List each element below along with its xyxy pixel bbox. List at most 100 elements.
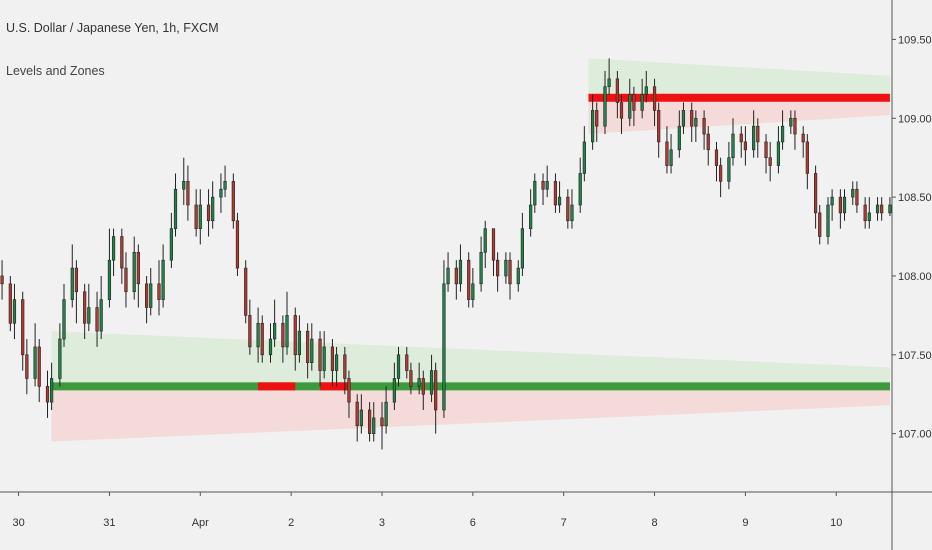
candle-body xyxy=(256,322,260,348)
x-tick-label: 10 xyxy=(830,517,842,529)
candle-body xyxy=(281,322,285,348)
candle-body xyxy=(628,94,632,119)
candle-body xyxy=(644,86,648,95)
indicator-label: Levels and Zones xyxy=(6,64,105,78)
candle-body xyxy=(58,338,62,379)
candle-body xyxy=(533,181,537,206)
candle-body xyxy=(615,78,619,103)
candle-body xyxy=(888,204,892,214)
candle-body xyxy=(619,102,624,119)
x-axis-panel xyxy=(0,492,932,550)
candle-body xyxy=(814,173,818,214)
candle-body xyxy=(260,322,264,356)
candle-body xyxy=(706,133,710,151)
candle-body xyxy=(801,133,805,143)
candle-body xyxy=(504,259,508,277)
x-tick-label: 31 xyxy=(103,517,115,529)
candle-body xyxy=(508,259,512,285)
candle-body xyxy=(405,354,409,371)
candle-body xyxy=(805,141,809,174)
x-tick-label: 30 xyxy=(12,517,24,529)
candle-body xyxy=(273,322,277,340)
candle-body xyxy=(355,401,359,427)
candle-body xyxy=(62,299,66,340)
candle-body xyxy=(136,252,140,285)
candle-body xyxy=(45,386,50,403)
candle-body xyxy=(442,283,446,411)
candle-body xyxy=(516,267,520,285)
candle-body xyxy=(863,204,867,222)
candle-body xyxy=(248,315,252,348)
y-axis-panel xyxy=(892,0,932,550)
candle-body xyxy=(467,259,471,300)
candle-body xyxy=(818,212,822,237)
candle-body xyxy=(830,196,834,206)
candle-body xyxy=(780,125,785,143)
candle-body xyxy=(826,204,830,237)
candle-body xyxy=(417,378,421,387)
candle-body xyxy=(838,196,842,214)
zone-red-1 xyxy=(51,386,890,442)
candle-body xyxy=(21,299,25,356)
y-tick-label: 108.000 xyxy=(898,271,932,283)
candle-body xyxy=(198,204,202,229)
candle-body xyxy=(169,228,173,261)
candle-body xyxy=(244,267,248,316)
y-axis-ticks: 109.500 109.000 108.500 108.000 107.500 107.0… xyxy=(892,34,932,441)
candle-body xyxy=(310,338,314,363)
candle-body xyxy=(752,125,756,151)
candle-body xyxy=(607,78,611,88)
candle-body xyxy=(145,283,149,308)
y-tick-label: 109.500 xyxy=(898,34,932,46)
x-tick-label: 2 xyxy=(288,517,294,529)
candle-body xyxy=(235,220,240,269)
candle-body xyxy=(429,370,434,395)
candle-body xyxy=(37,346,41,387)
candle-body xyxy=(491,228,496,261)
candle-body xyxy=(161,259,165,300)
candle-body xyxy=(318,338,322,371)
candle-body xyxy=(880,204,884,214)
candles-layer xyxy=(0,58,892,450)
candle-body xyxy=(99,299,103,332)
candle-body xyxy=(124,267,128,293)
candle-body xyxy=(50,378,54,403)
candle-body xyxy=(632,94,636,111)
candle-body xyxy=(268,338,273,356)
candle-body xyxy=(149,283,153,308)
candle-body xyxy=(582,141,586,174)
candle-body xyxy=(764,141,768,158)
candle-body xyxy=(855,188,859,206)
candle-body xyxy=(557,196,562,206)
candle-body xyxy=(677,125,681,151)
candle-body xyxy=(529,204,533,229)
candle-body xyxy=(867,212,871,222)
candle-body xyxy=(8,283,12,324)
candle-body xyxy=(727,157,731,182)
candle-body xyxy=(33,346,37,379)
candle-body xyxy=(875,204,880,214)
candle-body xyxy=(545,181,549,190)
candle-body xyxy=(603,86,607,127)
candle-body xyxy=(657,110,661,143)
level-support_broken-2 xyxy=(320,382,349,391)
candle-body xyxy=(186,181,190,206)
candle-body xyxy=(458,259,463,285)
candle-body xyxy=(714,149,719,166)
candle-body xyxy=(223,181,227,190)
x-tick-label: Apr xyxy=(192,517,209,529)
candle-body xyxy=(743,141,747,151)
candle-body xyxy=(842,196,847,214)
candle-body xyxy=(702,117,706,135)
candle-body xyxy=(334,354,339,371)
candle-body xyxy=(322,346,326,371)
x-tick-label: 6 xyxy=(470,517,476,529)
candle-body xyxy=(776,141,781,166)
candle-body xyxy=(368,409,372,434)
candle-body xyxy=(182,181,186,190)
candle-body xyxy=(219,188,223,198)
candle-body xyxy=(665,141,669,166)
candle-body xyxy=(95,307,99,332)
candle-body xyxy=(409,370,413,387)
